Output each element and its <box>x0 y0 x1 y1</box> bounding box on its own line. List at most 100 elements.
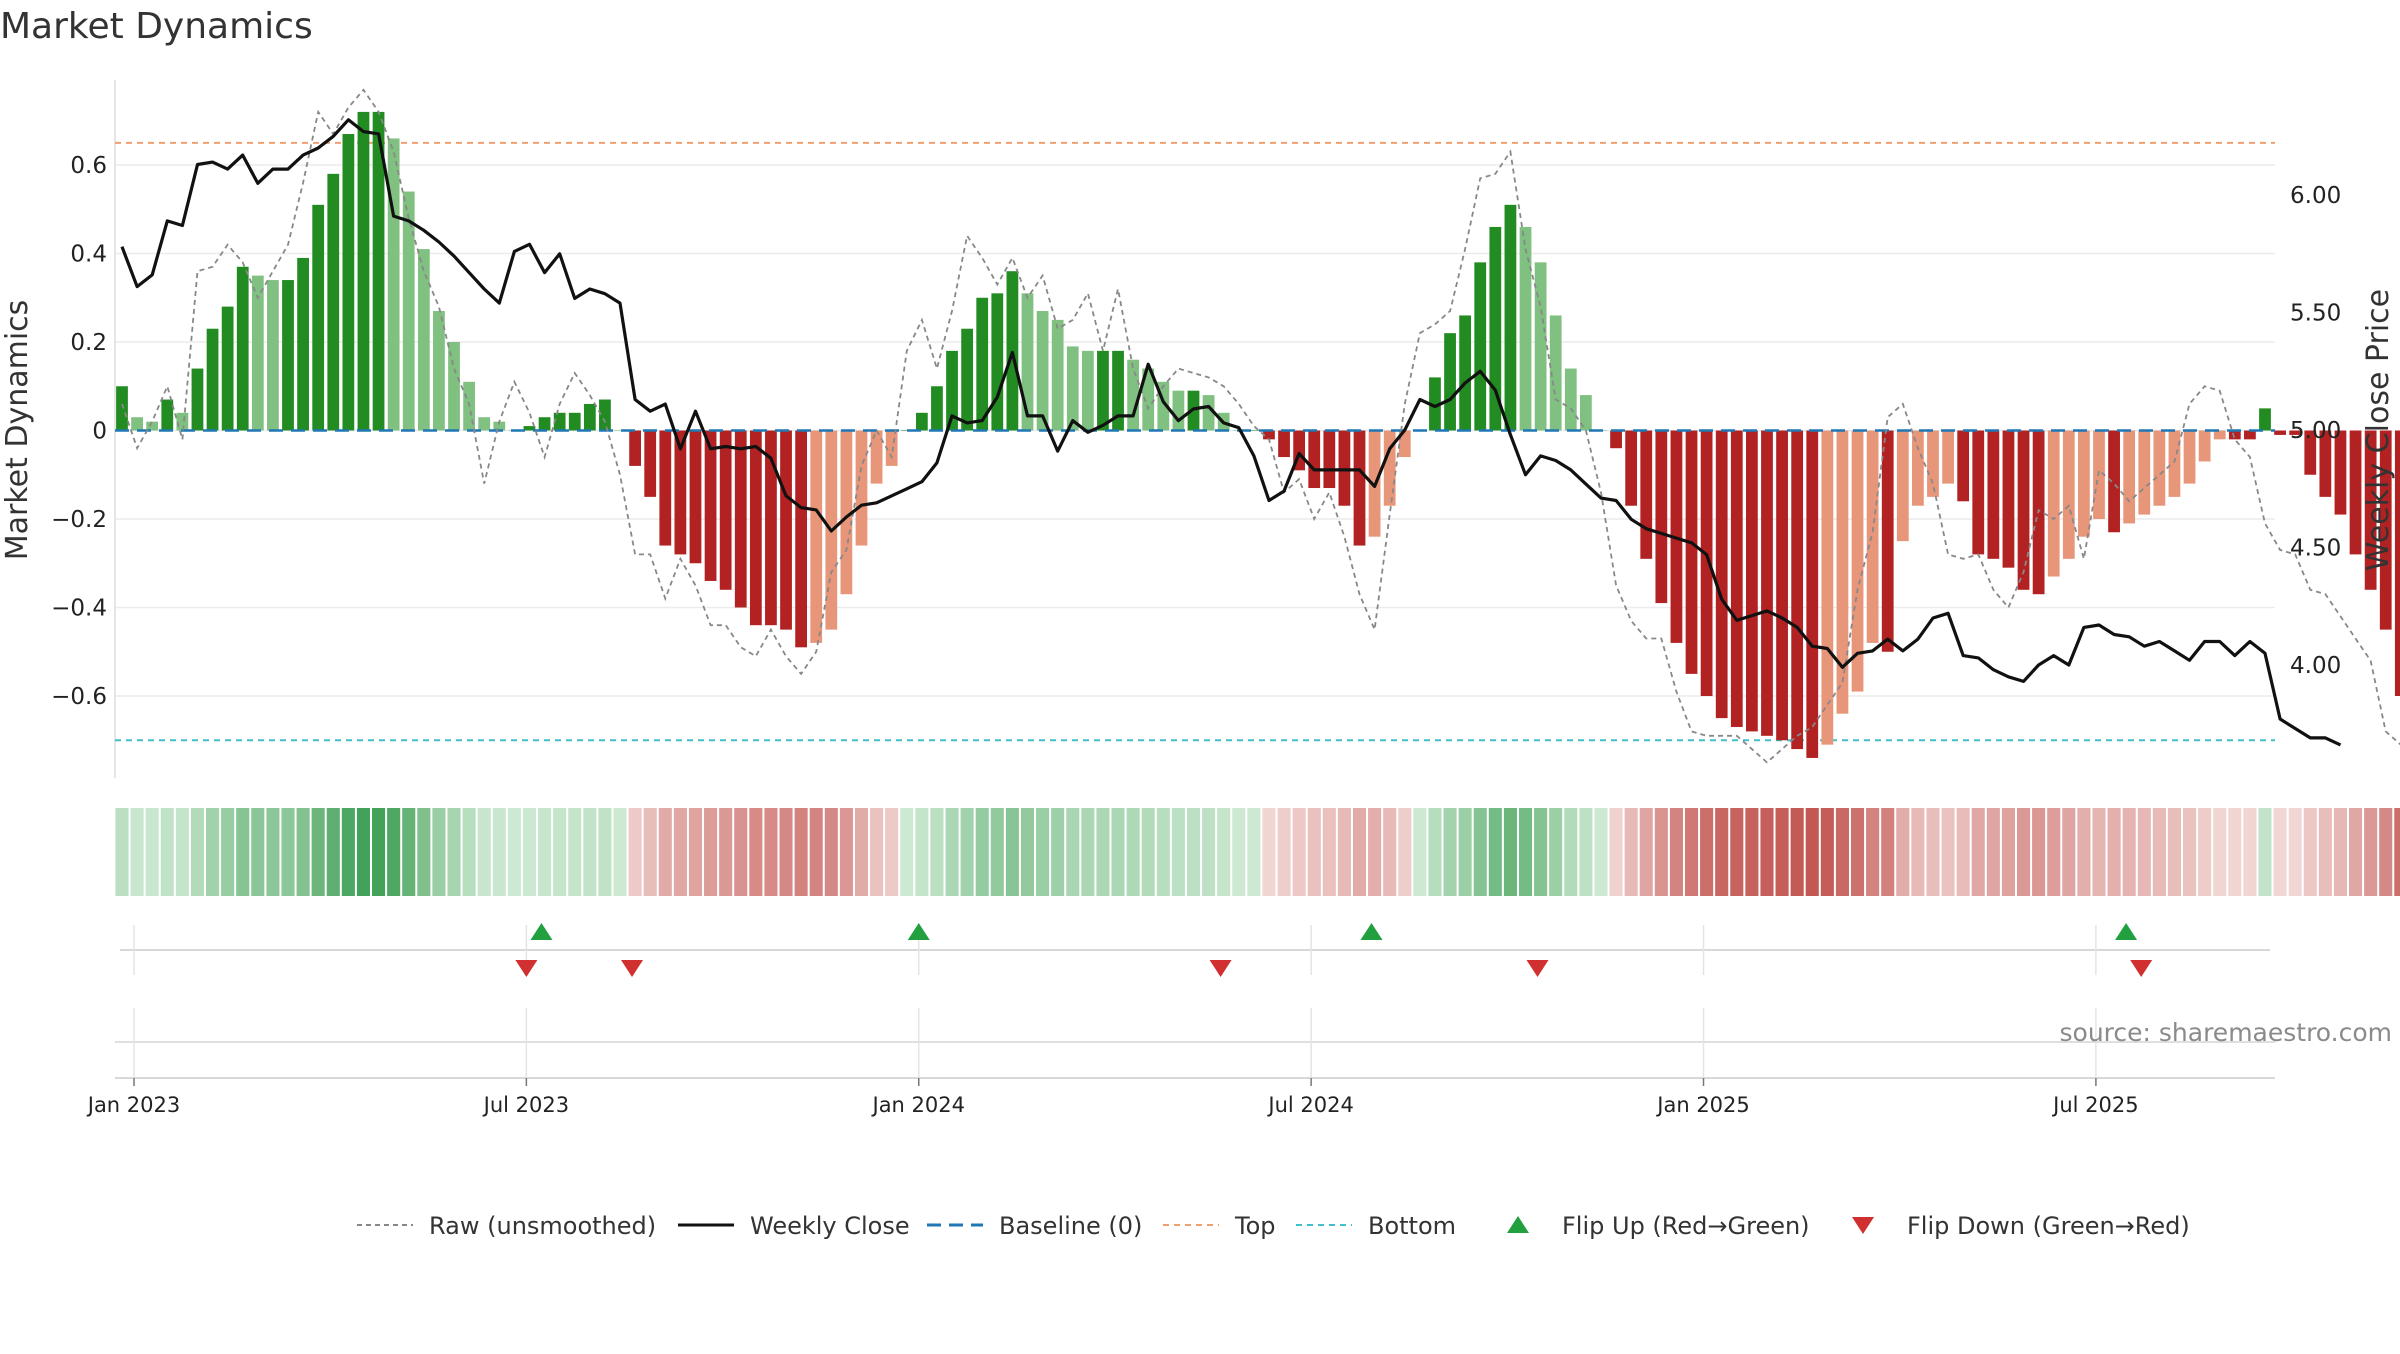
bar <box>915 412 928 431</box>
heat-cell <box>1549 808 1563 896</box>
bar <box>176 412 189 431</box>
heat-cell <box>1700 808 1714 896</box>
bar <box>704 430 717 581</box>
heat-cell <box>1866 808 1880 896</box>
bar <box>614 430 626 431</box>
bar <box>1081 350 1094 431</box>
heat-cell <box>2198 808 2212 896</box>
heat-cell <box>2228 808 2242 896</box>
heat-cell <box>1579 808 1593 896</box>
heat-cell <box>2122 808 2136 896</box>
heat-cell <box>1247 808 1261 896</box>
heat-cell <box>2062 808 2076 896</box>
bar <box>116 386 128 431</box>
bar <box>387 138 400 431</box>
heat-cell <box>1760 808 1774 896</box>
heat-cell <box>1458 808 1472 896</box>
bar <box>1579 395 1592 431</box>
heat-cell <box>1594 808 1608 896</box>
bar <box>2047 430 2060 577</box>
bar <box>780 430 792 630</box>
heat-cell <box>628 808 642 896</box>
bar <box>1534 262 1547 431</box>
heat-cell <box>2333 808 2348 896</box>
bar <box>1957 430 1970 502</box>
heat-cell <box>990 808 1004 896</box>
bar <box>674 430 687 555</box>
bar <box>1429 377 1441 431</box>
bar <box>1791 430 1804 750</box>
bar <box>2153 430 2166 506</box>
bar <box>538 417 551 431</box>
x-tick-label: Jan 2023 <box>86 1093 181 1117</box>
bar <box>553 412 566 431</box>
heat-cell <box>1383 808 1397 896</box>
heat-cell <box>1684 808 1699 896</box>
bar <box>946 350 958 431</box>
heat-cell <box>1896 808 1910 896</box>
bar <box>1549 315 1562 431</box>
heat-cell <box>1322 808 1336 896</box>
bar <box>795 430 808 648</box>
heat-cell <box>2394 808 2400 896</box>
bar <box>749 430 762 626</box>
bar <box>282 280 294 431</box>
heat-cell <box>583 808 597 896</box>
bar <box>1353 430 1366 546</box>
heat-cell <box>1398 808 1412 896</box>
bar <box>2183 430 2196 484</box>
heat-cell <box>1005 808 1019 896</box>
bar <box>1987 430 2000 559</box>
bar <box>1927 430 1939 497</box>
bar <box>1444 333 1456 431</box>
heat-cell <box>1081 808 1095 896</box>
y-left-tick-label: 0 <box>92 419 107 445</box>
heat-cell <box>372 808 386 896</box>
legend-label: Raw (unsmoothed) <box>429 1212 656 1240</box>
heat-cell <box>1020 808 1035 896</box>
bar <box>1942 430 1954 484</box>
raw-series-line <box>121 88 2400 764</box>
legend-label: Bottom <box>1368 1212 1456 1240</box>
bar <box>1896 430 1909 542</box>
heat-cell <box>311 808 325 896</box>
flip-down-marker <box>2130 960 2153 977</box>
heat-cell <box>1820 808 1834 896</box>
legend-label: Flip Up (Red→Green) <box>1562 1212 1810 1240</box>
bar <box>1247 430 1260 431</box>
bar <box>1474 262 1487 431</box>
heat-cell <box>175 808 189 896</box>
heat-cell <box>1534 808 1548 896</box>
bar <box>2138 430 2151 515</box>
bar <box>2017 430 2030 590</box>
bar <box>1202 395 1215 431</box>
heat-cell <box>296 808 310 896</box>
x-tick-label: Jan 2024 <box>871 1093 966 1117</box>
heat-cell <box>764 808 778 896</box>
flip-up-marker <box>907 923 930 940</box>
heat-cell <box>1232 808 1246 896</box>
bar <box>1398 430 1411 458</box>
bar <box>1066 346 1079 431</box>
bar <box>1655 430 1668 604</box>
bar <box>900 430 913 431</box>
bar <box>2394 430 2400 696</box>
heat-cell <box>975 808 989 896</box>
bar <box>855 430 868 546</box>
heat-cell <box>2137 808 2151 896</box>
heat-cell <box>2258 808 2272 896</box>
heat-cell <box>387 808 401 896</box>
heat-cell <box>960 808 974 896</box>
heat-cell <box>1805 808 1819 896</box>
bar <box>1338 430 1351 506</box>
bar <box>493 421 506 431</box>
bar <box>1776 430 1788 741</box>
heat-cell <box>1941 808 1955 896</box>
flip-down-marker <box>621 960 644 977</box>
bar <box>810 430 823 643</box>
bar <box>146 421 159 431</box>
bar <box>191 368 204 431</box>
bar <box>1715 430 1728 719</box>
heat-cell <box>190 808 205 896</box>
bar <box>629 430 641 466</box>
